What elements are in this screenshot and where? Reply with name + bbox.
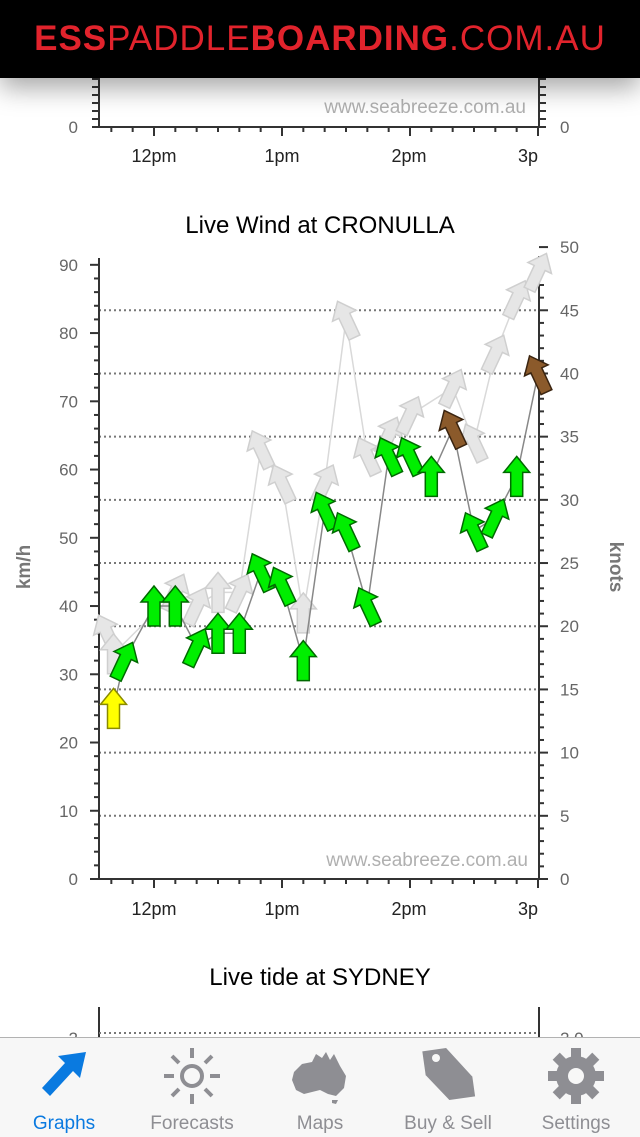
gust-arrow <box>437 368 468 410</box>
graphs-scroll-area[interactable]: www.seabreeze.com.au 0 0 12pm 1pm 2pm 3p… <box>0 0 640 1037</box>
wind-x-tick-label: 12pm <box>131 899 176 919</box>
previous-x-tick-2pm: 2pm <box>391 146 426 166</box>
gust-arrow <box>181 586 212 628</box>
wind-right-tick-label: 20 <box>560 617 579 636</box>
tab-forecasts[interactable]: Forecasts <box>128 1038 256 1137</box>
tide-chart-title: Live tide at SYDNEY <box>209 964 430 991</box>
tab-graphs-label: Graphs <box>32 1113 96 1134</box>
wind-left-tick-label: 40 <box>59 597 78 616</box>
previous-x-tick-12pm: 12pm <box>131 146 176 166</box>
wind-right-tick-label: 25 <box>560 554 579 573</box>
gear-icon <box>548 1048 604 1104</box>
wind-arrow <box>416 455 446 498</box>
tab-forecasts-label: Forecasts <box>150 1113 234 1134</box>
wind-right-tick-label: 30 <box>560 491 579 510</box>
wind-arrow <box>160 584 190 627</box>
wind-watermark: www.seabreeze.com.au <box>325 850 528 871</box>
wind-left-tick-label: 20 <box>59 734 78 753</box>
tab-settings-label: Settings <box>541 1113 611 1134</box>
wind-left-tick-label: 10 <box>59 802 78 821</box>
wind-arrow <box>181 627 212 669</box>
wind-plot-area <box>99 258 539 878</box>
wind-left-tick-label: 90 <box>59 256 78 275</box>
gust-arrow <box>523 252 553 294</box>
wind-arrow <box>267 566 297 608</box>
wind-right-axis-label: knots <box>605 542 626 593</box>
wind-arrow <box>502 455 532 498</box>
gust-arrow <box>267 463 297 505</box>
logo-part-ess: ESS <box>34 19 108 58</box>
wind-arrow <box>331 511 361 553</box>
wind-right-tick-label: 0 <box>560 870 569 889</box>
wind-left-axis-label: km/h <box>14 545 35 589</box>
wind-x-tick-label: 3p <box>518 899 538 919</box>
previous-x-tick-3p: 3p <box>518 146 538 166</box>
wind-left-tick-label: 80 <box>59 324 78 343</box>
tide-left-tick: 2 <box>69 1029 78 1037</box>
previous-right-zero: 0 <box>560 118 569 137</box>
tab-maps-label: Maps <box>296 1113 344 1134</box>
tide-right-tick: 2.0 <box>560 1029 584 1037</box>
gust-arrow <box>501 279 532 321</box>
tab-maps[interactable]: Maps <box>256 1038 384 1137</box>
wind-left-tick-label: 50 <box>59 529 78 548</box>
site-logo: ESSPADDLEBOARDING.COM.AU <box>34 19 606 59</box>
wind-chart[interactable]: Live Wind at CRONULLA 010203040506070809… <box>14 212 626 919</box>
wind-arrow <box>352 586 383 628</box>
wind-x-tick-label: 1pm <box>264 899 299 919</box>
wind-arrow <box>523 354 553 396</box>
wind-left-tick-label: 0 <box>69 870 78 889</box>
wind-right-tick-label: 50 <box>560 238 579 257</box>
wind-arrow <box>459 511 489 553</box>
tab-buy-sell-label: Buy & Sell <box>404 1113 492 1134</box>
wind-arrow <box>395 436 425 478</box>
arrow-icon <box>42 1052 86 1096</box>
wind-right-tick-label: 5 <box>560 807 569 826</box>
tab-settings[interactable]: Settings <box>512 1038 640 1137</box>
wind-right-tick-label: 45 <box>560 301 579 320</box>
gust-arrow <box>224 573 254 615</box>
wind-arrow <box>288 639 318 682</box>
gust-arrow <box>480 334 510 376</box>
wind-arrow <box>98 687 129 730</box>
wind-right-tick-label: 15 <box>560 680 579 699</box>
gust-arrow <box>246 429 276 471</box>
wind-arrow <box>246 552 276 594</box>
tag-icon <box>422 1047 476 1101</box>
gust-arrow <box>395 395 425 437</box>
logo-part-paddle: PADDLE <box>107 19 251 58</box>
tab-bar: Graphs Forecasts Maps Buy & Sell <box>0 1037 640 1137</box>
wind-chart-title: Live Wind at CRONULLA <box>185 212 454 239</box>
logo-part-domain: .COM.AU <box>449 19 606 58</box>
previous-watermark: www.seabreeze.com.au <box>323 97 526 118</box>
previous-x-tick-1pm: 1pm <box>264 146 299 166</box>
wind-left-tick-label: 70 <box>59 392 78 411</box>
gust-arrow <box>331 300 361 342</box>
wind-right-tick-label: 10 <box>560 744 579 763</box>
wind-arrow <box>224 612 254 655</box>
wind-arrow <box>109 641 139 683</box>
site-banner[interactable]: ESSPADDLEBOARDING.COM.AU <box>0 0 640 78</box>
australia-map-icon <box>292 1052 346 1104</box>
wind-arrow <box>374 436 404 478</box>
wind-left-tick-label: 60 <box>59 461 78 480</box>
wind-right-tick-label: 40 <box>560 364 579 383</box>
previous-left-zero: 0 <box>69 118 78 137</box>
wind-x-tick-label: 2pm <box>391 899 426 919</box>
tab-graphs[interactable]: Graphs <box>0 1038 128 1137</box>
tab-buy-sell[interactable]: Buy & Sell <box>384 1038 512 1137</box>
wind-arrow <box>480 498 510 539</box>
sun-icon <box>164 1048 220 1104</box>
wind-arrow <box>438 409 468 451</box>
tide-chart[interactable]: Live tide at SYDNEY 2 2.0 <box>69 964 584 1037</box>
gust-arrow <box>288 591 318 634</box>
wind-right-tick-label: 35 <box>560 428 579 447</box>
logo-part-boarding: BOARDING <box>250 19 450 58</box>
wind-left-tick-label: 30 <box>59 665 78 684</box>
